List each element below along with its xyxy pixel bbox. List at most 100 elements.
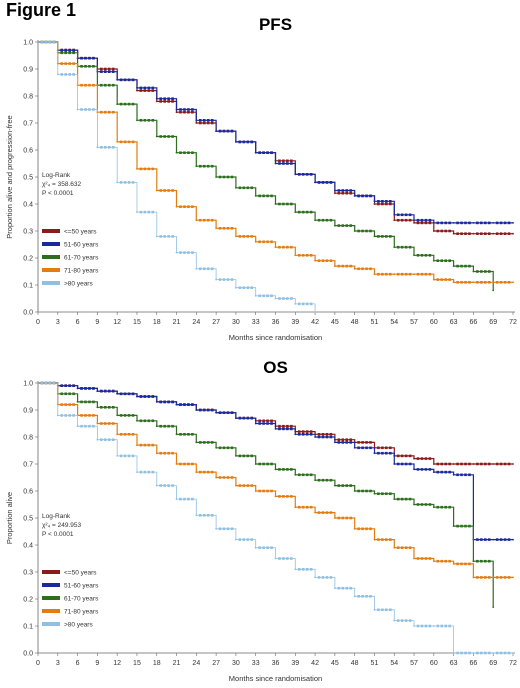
censor-mark <box>171 484 174 487</box>
censor-mark <box>464 462 467 466</box>
data-point <box>155 425 158 428</box>
censor-mark <box>191 110 194 114</box>
censor-mark <box>242 235 246 238</box>
censor-mark <box>143 395 147 398</box>
censor-mark <box>119 454 123 458</box>
series-0 <box>37 40 514 235</box>
legend-label: 51-60 years <box>64 242 99 249</box>
censor-mark <box>404 462 408 466</box>
x-tick-label: 45 <box>331 660 339 667</box>
censor-mark <box>44 381 48 385</box>
censor-mark <box>206 408 210 412</box>
censor-mark <box>48 381 52 385</box>
censor-mark <box>408 546 412 549</box>
censor-mark <box>278 245 281 249</box>
censor-mark <box>123 78 127 82</box>
censor-mark <box>238 286 242 289</box>
censor-mark <box>321 511 325 514</box>
censor-mark <box>480 270 483 273</box>
censor-mark <box>325 259 329 262</box>
censor-mark <box>84 424 87 428</box>
censor-mark <box>238 186 242 190</box>
censor-mark <box>440 278 444 281</box>
censor-mark <box>159 424 163 428</box>
data-point <box>254 463 257 465</box>
censor-mark <box>361 194 364 198</box>
data-point <box>432 506 435 509</box>
censor-mark <box>495 538 499 541</box>
censor-mark <box>309 568 313 571</box>
censor-mark <box>270 194 273 198</box>
censor-mark <box>88 56 91 60</box>
censor-mark <box>84 65 87 68</box>
data-point <box>254 195 257 197</box>
censor-mark <box>385 538 388 541</box>
censor-mark <box>388 202 392 206</box>
censor-mark <box>507 281 511 284</box>
censor-mark <box>119 140 123 144</box>
censor-mark <box>111 389 115 393</box>
censor-mark <box>52 381 56 385</box>
censor-mark <box>444 229 448 233</box>
censor-mark <box>464 264 467 268</box>
censor-mark <box>301 173 305 176</box>
censor-mark <box>396 546 400 549</box>
censor-mark <box>499 651 503 655</box>
data-point <box>254 151 257 154</box>
censor-mark <box>468 651 471 655</box>
censor-mark <box>206 218 210 222</box>
censor-mark <box>222 227 226 230</box>
censor-mark <box>337 191 341 195</box>
censor-mark <box>369 527 372 531</box>
censor-mark <box>60 403 64 406</box>
censor-mark <box>107 389 111 393</box>
censor-mark <box>309 473 313 477</box>
data-point <box>413 219 415 222</box>
censor-mark <box>381 235 384 238</box>
censor-mark <box>290 424 293 428</box>
data-point <box>373 273 376 276</box>
censor-mark <box>48 40 52 44</box>
x-tick-label: 9 <box>95 660 99 667</box>
data-point <box>472 560 475 563</box>
censor-mark <box>487 462 491 466</box>
censor-mark <box>270 462 273 466</box>
censor-mark <box>476 559 479 563</box>
censor-mark <box>171 400 174 404</box>
censor-mark <box>349 189 353 192</box>
censor-mark <box>416 503 420 506</box>
censor-mark <box>325 511 329 514</box>
censor-mark <box>238 235 242 238</box>
censor-mark <box>258 240 261 244</box>
censor-mark <box>301 302 305 306</box>
data-point <box>492 463 495 465</box>
censor-mark <box>230 476 234 479</box>
data-point <box>452 652 455 654</box>
censor-mark <box>72 384 75 387</box>
y-tick-label: 1.0 <box>23 381 33 388</box>
data-point <box>294 506 297 509</box>
data-point <box>353 490 356 492</box>
censor-mark <box>139 395 143 398</box>
censor-mark <box>440 462 444 466</box>
censor-mark <box>127 454 131 458</box>
censor-mark <box>179 497 182 501</box>
data-point <box>215 176 218 178</box>
censor-mark <box>282 159 285 163</box>
censor-mark <box>111 83 115 87</box>
censor-mark <box>103 389 107 393</box>
series-line <box>38 41 494 291</box>
censor-mark <box>131 181 135 184</box>
censor-mark <box>388 272 392 276</box>
censor-mark <box>448 229 451 233</box>
data-point <box>254 294 257 297</box>
censor-mark <box>377 235 380 238</box>
censor-mark <box>151 443 155 447</box>
censor-mark <box>385 446 388 450</box>
censor-mark <box>448 462 451 466</box>
censor-mark <box>218 476 222 479</box>
censor-mark <box>183 151 186 154</box>
censor-mark <box>218 227 222 230</box>
censor-mark <box>40 381 44 385</box>
censor-mark <box>68 384 71 387</box>
